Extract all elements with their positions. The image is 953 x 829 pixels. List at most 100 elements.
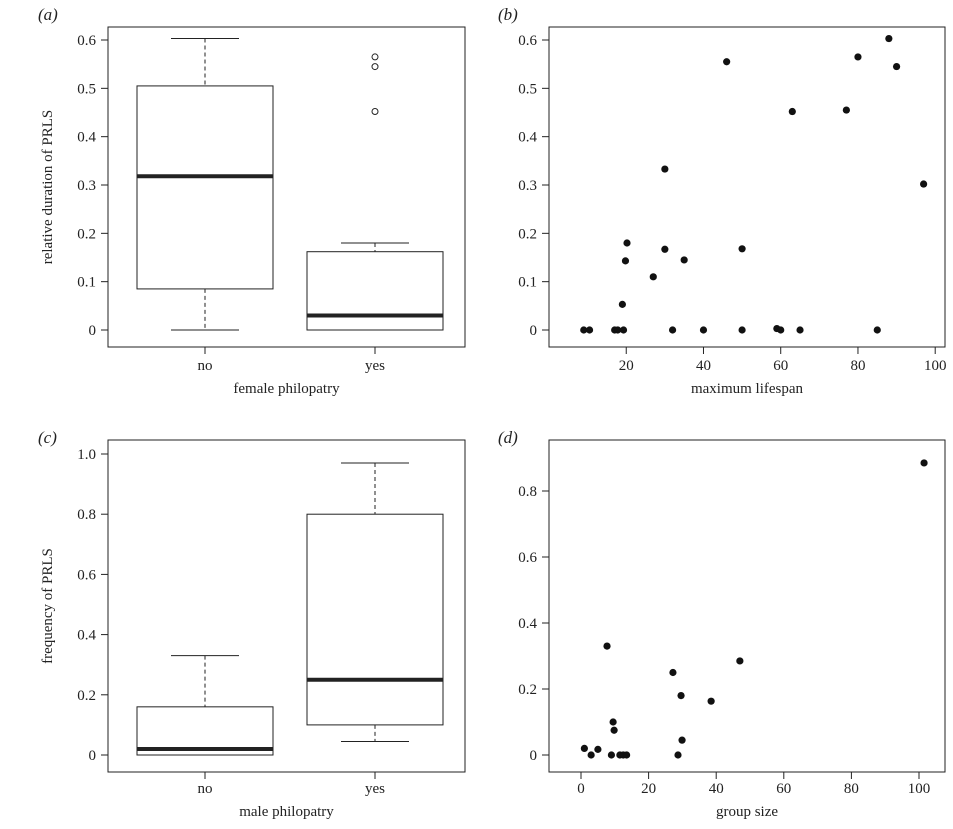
x-tick-label: 60 (773, 358, 788, 374)
data-point (603, 642, 611, 650)
x-axis-label: maximum lifespan (691, 381, 804, 397)
data-point (619, 326, 628, 334)
y-tick-label: 0.2 (77, 688, 96, 704)
y-tick-label: 0.6 (77, 33, 96, 49)
y-axis-label: relative duration of PRLS (40, 110, 56, 265)
x-axis-label: female philopatry (233, 381, 340, 397)
panel-letter: (a) (38, 5, 58, 24)
y-tick-label: 1.0 (77, 447, 96, 463)
box (306, 251, 444, 331)
data-point (587, 751, 595, 759)
x-tick-label: 20 (641, 781, 656, 797)
panel-c: (c) 0 0.2 0.4 0.6 0.8 1.0 frequency of PRLS male… (38, 428, 466, 820)
x-tick-label: 40 (696, 358, 711, 374)
data-point (885, 34, 893, 43)
outlier-point (371, 108, 379, 116)
data-point (661, 165, 669, 173)
plot-frame (548, 26, 946, 348)
data-point (580, 744, 588, 753)
x-tick-label: no (198, 358, 213, 374)
y-tick-label: 0.4 (77, 628, 96, 644)
plot-frame (548, 439, 946, 773)
data-point (594, 745, 602, 753)
y-tick-label: 0.1 (77, 275, 96, 291)
y-tick-label: 0.4 (77, 130, 96, 146)
data-point (680, 256, 688, 264)
data-point (920, 180, 928, 188)
x-tick-label: 20 (619, 358, 634, 374)
data-point (678, 736, 686, 744)
y-tick-label: 0 (89, 748, 97, 764)
panel-letter: (d) (498, 428, 518, 447)
y-tick-label: 0.4 (518, 130, 537, 146)
y-tick-label: 0.6 (77, 567, 96, 583)
box (306, 513, 444, 726)
data-point (796, 326, 804, 334)
x-tick-label: 80 (850, 358, 865, 374)
x-tick-label: 0 (577, 781, 585, 797)
y-tick-label: 0.5 (518, 81, 537, 97)
y-tick-label: 0.2 (518, 682, 537, 698)
data-point (777, 326, 785, 334)
data-point (607, 751, 616, 759)
data-point (609, 718, 617, 726)
x-tick-label: no (198, 781, 213, 797)
data-point (668, 326, 677, 334)
y-tick-label: 0 (530, 323, 538, 339)
panel-a: (a) 0 0.1 0.2 0.3 0.4 0.5 0.6 relative duration … (38, 5, 466, 397)
data-point (738, 245, 746, 253)
data-point (842, 106, 850, 114)
data-point (649, 273, 657, 281)
x-tick-label: 100 (908, 781, 931, 797)
data-point (854, 53, 862, 61)
data-point (621, 257, 630, 265)
data-point (580, 326, 588, 334)
data-point (674, 751, 682, 759)
panel-letter: (c) (38, 428, 57, 447)
data-point (736, 657, 744, 665)
data-point (614, 326, 622, 334)
x-tick-label: yes (365, 358, 385, 374)
y-tick-label: 0.8 (77, 507, 96, 523)
data-point (707, 697, 715, 705)
data-point (788, 107, 796, 116)
data-point (610, 726, 618, 734)
x-axis-label: group size (716, 804, 778, 820)
data-point (623, 239, 631, 247)
box (136, 85, 274, 290)
y-tick-label: 0 (89, 323, 97, 339)
outlier-point (371, 53, 379, 61)
x-tick-label: 100 (924, 358, 947, 374)
data-point (892, 62, 901, 71)
x-tick-label: 40 (709, 781, 724, 797)
data-point (623, 751, 631, 759)
y-tick-label: 0.5 (77, 81, 96, 97)
plot-frame (107, 439, 466, 773)
x-tick-label: 80 (844, 781, 859, 797)
data-point (738, 326, 746, 334)
data-point (873, 326, 881, 334)
y-tick-label: 0.6 (518, 33, 537, 49)
panel-b: (b) 0 0.1 0.2 0.3 0.4 0.5 0.6 maximum lifespan 20… (498, 5, 946, 397)
y-tick-label: 0.4 (518, 616, 537, 632)
data-point (669, 668, 677, 677)
plot-frame (107, 26, 466, 348)
data-point (585, 326, 594, 334)
data-point (699, 326, 708, 334)
data-point (920, 459, 928, 467)
y-tick-label: 0.6 (518, 550, 537, 566)
x-tick-label: yes (365, 781, 385, 797)
y-tick-label: 0.8 (518, 484, 537, 500)
data-point (723, 58, 731, 66)
y-tick-label: 0 (530, 748, 538, 764)
y-tick-label: 0.3 (77, 178, 96, 194)
data-point (677, 692, 685, 700)
y-axis-label: frequency of PRLS (40, 548, 56, 664)
data-point (618, 300, 626, 308)
x-tick-label: 60 (776, 781, 791, 797)
y-tick-label: 0.1 (518, 275, 537, 291)
box (136, 706, 274, 756)
y-tick-label: 0.2 (77, 226, 96, 242)
y-tick-label: 0.2 (518, 226, 537, 242)
